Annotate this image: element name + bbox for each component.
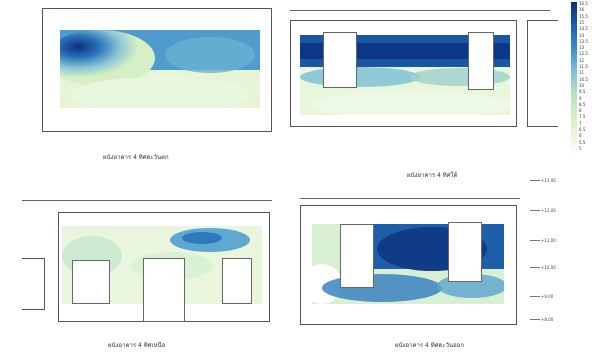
window-opening xyxy=(323,32,357,88)
legend-label: 9 xyxy=(579,95,582,101)
panel-caption: ผนังอาคาร 4 ทิศใต้ xyxy=(407,172,458,179)
wall-top-line xyxy=(300,198,520,199)
elevation-label: +11.00 xyxy=(541,238,556,243)
panel-caption: ผนังอาคาร 4 ทิศเหนือ xyxy=(108,342,166,349)
panel-caption: ผนังอาคาร 4 ทิศตะวันตก xyxy=(103,154,169,161)
legend-label: 15 xyxy=(579,19,585,25)
legend-label: 11.5 xyxy=(579,64,588,69)
door-opening xyxy=(143,258,185,322)
window-opening xyxy=(340,224,374,288)
legend-label: 10.5 xyxy=(579,76,588,82)
legend-label: 13.5 xyxy=(579,38,588,44)
color-scale-bar xyxy=(571,2,577,155)
legend-label: 14 xyxy=(579,32,585,38)
legend-label: 16 xyxy=(579,7,585,13)
legend-label: 16.5 xyxy=(579,1,588,6)
elevation-tick xyxy=(530,180,540,181)
window-opening xyxy=(448,222,482,282)
legend-label: 7 xyxy=(579,120,582,126)
elevation-label: +8.00 xyxy=(541,317,554,322)
wall-top-line xyxy=(22,200,272,201)
legend-label: 12.5 xyxy=(579,51,588,57)
legend-label: 8 xyxy=(579,108,582,114)
window-opening xyxy=(468,32,494,90)
elevation-label: +10.00 xyxy=(541,265,556,270)
elevation-label: +9.00 xyxy=(541,294,554,299)
legend-label: 14.5 xyxy=(579,26,588,32)
legend-label: 6 xyxy=(579,133,582,139)
window-opening xyxy=(72,260,110,304)
window-opening xyxy=(222,258,252,304)
legend-label: 10 xyxy=(579,82,585,88)
elevation-tick xyxy=(530,296,540,297)
legend-label: 13 xyxy=(579,45,585,51)
elevation-tick xyxy=(530,210,540,211)
heatmap-west xyxy=(60,30,260,108)
legend-label: 12 xyxy=(579,57,585,63)
legend-label: 5 xyxy=(579,145,582,151)
elevation-tick xyxy=(530,240,540,241)
elevation-tick xyxy=(530,319,540,320)
wall-frame-side xyxy=(527,20,558,127)
legend-label: 11 xyxy=(579,70,585,76)
legend-label: 8.5 xyxy=(579,101,586,107)
wall-top-line xyxy=(290,10,550,11)
elevation-label: +12.00 xyxy=(541,208,556,213)
wall-frame-side xyxy=(22,258,45,310)
panel-caption: ผนังอาคาร 4 ทิศตะวันออก xyxy=(395,342,464,349)
elevation-tick xyxy=(530,267,540,268)
elevation-label: +13.00 xyxy=(541,178,556,183)
legend-label: 7.5 xyxy=(579,114,586,120)
legend-label: 6.5 xyxy=(579,127,586,132)
legend-label: 15.5 xyxy=(579,13,588,19)
legend-label: 9.5 xyxy=(579,89,586,95)
legend-label: 5.5 xyxy=(579,139,586,145)
